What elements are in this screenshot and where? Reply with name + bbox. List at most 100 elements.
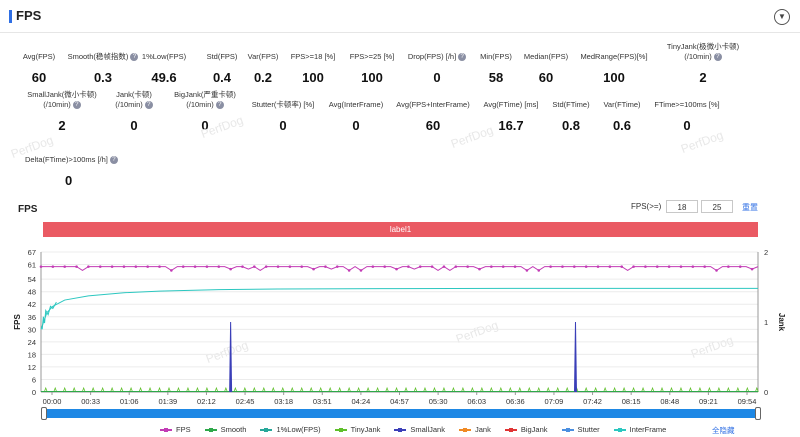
fps-point — [146, 265, 149, 268]
legend-swatch — [204, 428, 217, 433]
help-icon[interactable]: ? — [713, 53, 722, 62]
tinyjank-marker — [688, 386, 693, 393]
fps-point — [691, 265, 695, 268]
tinyjank-marker — [489, 386, 494, 393]
low1-series-noise — [41, 301, 57, 330]
tinyjank-marker — [470, 386, 475, 393]
legend-item[interactable]: FPS — [160, 425, 191, 434]
y-right-tick-label: 2 — [764, 248, 768, 257]
legend-item[interactable]: TinyJank — [334, 425, 381, 434]
hide-all-button[interactable]: 全隐藏 — [712, 426, 735, 435]
legend-item[interactable]: Jank — [458, 425, 491, 434]
x-tick-label: 01:39 — [158, 397, 177, 406]
legend-label: Smooth — [220, 425, 247, 434]
y-tick-label: 48 — [28, 288, 36, 297]
stat-label-unit: (/10min)? — [160, 100, 250, 110]
stat-label: Stutter(卡顿率) [%] — [251, 100, 315, 109]
legend-item[interactable]: SmallJank — [394, 425, 445, 434]
tinyjank-marker — [508, 386, 513, 393]
fps-threshold-low-input[interactable]: 18 — [666, 200, 698, 213]
legend-item[interactable]: InterFrame — [613, 425, 667, 434]
tinyjank-marker — [110, 386, 114, 393]
tinyjank-marker — [347, 386, 352, 393]
fps-point — [264, 265, 268, 268]
chevron-down-icon[interactable]: ▼ — [774, 9, 790, 25]
tinyjank-marker — [622, 386, 626, 393]
stat-label-unit: (/10min)? — [658, 52, 748, 62]
stat-value: 0 — [433, 70, 441, 85]
stat-value: 0 — [352, 118, 360, 133]
tinyjank-marker — [224, 386, 228, 393]
y-right-tick-label: 0 — [764, 388, 768, 397]
legend-label: InterFrame — [629, 425, 667, 434]
legend-item[interactable]: Stutter — [561, 425, 600, 434]
tinyjank-marker — [650, 386, 655, 393]
x-tick-label: 05:30 — [429, 397, 448, 406]
x-tick-label: 08:48 — [660, 397, 679, 406]
tinyjank-marker — [517, 386, 522, 393]
stat-value: 0 — [201, 118, 209, 133]
x-tick-label: 01:06 — [120, 397, 139, 406]
fps-point — [738, 265, 742, 268]
fps-point — [655, 265, 659, 268]
tinyjank-marker — [593, 386, 598, 393]
stat-label: Avg(FPS+InterFrame) — [396, 100, 470, 109]
legend-swatch — [504, 428, 517, 433]
fps-point — [549, 265, 552, 268]
scrollbar-right-handle[interactable] — [755, 407, 761, 420]
reset-button[interactable]: 重置 — [742, 203, 758, 212]
help-icon[interactable]: ? — [130, 53, 139, 62]
fps-point — [371, 265, 375, 268]
legend-swatch — [561, 428, 574, 433]
help-icon[interactable]: ? — [109, 156, 118, 165]
x-tick-label: 02:45 — [236, 397, 255, 406]
stat-item: Drop(FPS) [/h]? 0 — [392, 52, 482, 85]
tinyjank-marker — [413, 386, 418, 393]
stat-label: Jank(卡顿) — [116, 90, 152, 99]
legend-label: TinyJank — [350, 425, 381, 434]
fps-point — [241, 265, 244, 268]
help-icon[interactable]: ? — [458, 53, 467, 62]
fps-point — [418, 265, 422, 268]
fps-point — [193, 265, 197, 268]
fps-point — [478, 267, 481, 271]
fps-point — [75, 265, 78, 268]
stat-label: BigJank(严重卡顿) — [174, 90, 236, 99]
fps-point — [383, 265, 386, 268]
y-tick-label: 36 — [28, 313, 36, 322]
scrollbar-left-handle[interactable] — [41, 407, 47, 420]
help-icon[interactable]: ? — [144, 101, 153, 110]
timeline-scrollbar[interactable] — [43, 409, 758, 418]
stat-value: 0 — [65, 173, 73, 188]
tinyjank-marker — [546, 386, 551, 393]
smalljank-spike — [573, 321, 577, 393]
x-tick-label: 09:21 — [699, 397, 718, 406]
stat-item: Delta(FTime)>100ms [/h]? 0 — [25, 155, 145, 188]
stat-item: Var(FPS) 0.2 — [218, 52, 308, 85]
legend-item[interactable]: BigJank — [504, 425, 548, 434]
tinyjank-marker — [726, 386, 731, 393]
tinyjank-marker — [603, 386, 607, 393]
fps-point — [253, 265, 256, 268]
x-tick-label: 03:51 — [313, 397, 332, 406]
tinyjank-marker — [280, 386, 285, 393]
stat-value: 0.4 — [212, 70, 232, 85]
tinyjank-marker — [641, 386, 645, 393]
stat-item: Avg(FPS) 60 — [0, 52, 84, 85]
stat-item: Avg(InterFrame) 0 — [311, 100, 401, 133]
tinyjank-marker — [261, 386, 266, 393]
fps-point — [703, 265, 706, 268]
stat-item: Avg(FTime) [ms] 16.7 — [466, 100, 556, 133]
legend-item[interactable]: Smooth — [204, 425, 247, 434]
help-icon[interactable]: ? — [72, 101, 81, 110]
legend-item[interactable]: 1%Low(FPS) — [260, 425, 321, 434]
help-icon[interactable]: ? — [215, 101, 224, 110]
label-bar[interactable]: label1 — [43, 222, 758, 237]
stat-item: Var(FTime) 0.6 — [577, 100, 667, 133]
fps-threshold-high-input[interactable]: 25 — [701, 200, 733, 213]
stat-label: Avg(FTime) [ms] — [483, 100, 539, 109]
tinyjank-marker — [167, 386, 171, 393]
fps-point — [170, 269, 173, 272]
fps-point — [87, 265, 90, 268]
